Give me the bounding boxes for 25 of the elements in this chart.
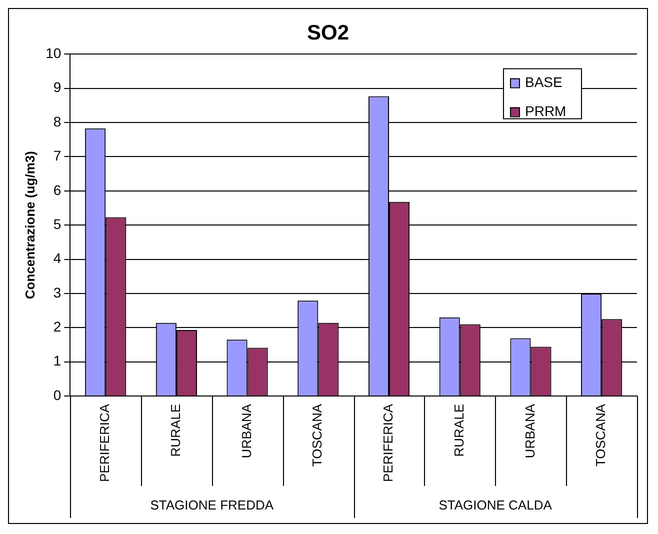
legend-label: PRRM <box>525 103 566 120</box>
text: STAGIONE FREDDA <box>150 498 274 513</box>
chart-title: SO2 <box>306 21 350 44</box>
text: STAGIONE CALDA <box>438 498 552 513</box>
y-tick-label: 10 <box>46 45 62 62</box>
x-tick-label: RURALE <box>451 404 466 457</box>
y-tick-label: 9 <box>53 79 62 96</box>
x-tick-label: PERIFERICA <box>380 404 396 482</box>
x-tick-label: RURALE <box>168 404 184 457</box>
y-axis-title: Concentrazione (ug/m3) <box>22 151 38 300</box>
y-tick-label: 6 <box>53 182 62 198</box>
x-tick-label: PERIFERICA <box>97 404 112 482</box>
y-tick-label: 5 <box>53 216 62 232</box>
x-tick-label: URBANA <box>238 404 254 458</box>
y-tick-label: 4 <box>53 250 62 266</box>
y-tick-label: 1 <box>53 352 62 369</box>
x-tick-label: URBANA <box>522 404 538 458</box>
x-tick-label: TOSCANA <box>593 404 608 467</box>
y-tick-label: 2 <box>53 318 62 334</box>
y-tick-label: 0 <box>53 386 62 403</box>
y-tick-label: 8 <box>53 113 62 130</box>
legend-label: BASE <box>525 74 562 90</box>
x-tick-label: TOSCANA <box>310 404 325 467</box>
y-tick-label: 7 <box>53 148 62 164</box>
y-tick-label: 3 <box>53 284 62 300</box>
